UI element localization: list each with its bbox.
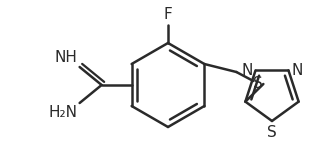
Text: NH: NH [55,50,78,65]
Text: S: S [254,76,263,92]
Text: S: S [267,125,277,140]
Text: H₂N: H₂N [48,105,78,120]
Text: N: N [291,63,303,78]
Text: F: F [164,7,172,22]
Text: N: N [241,63,253,78]
